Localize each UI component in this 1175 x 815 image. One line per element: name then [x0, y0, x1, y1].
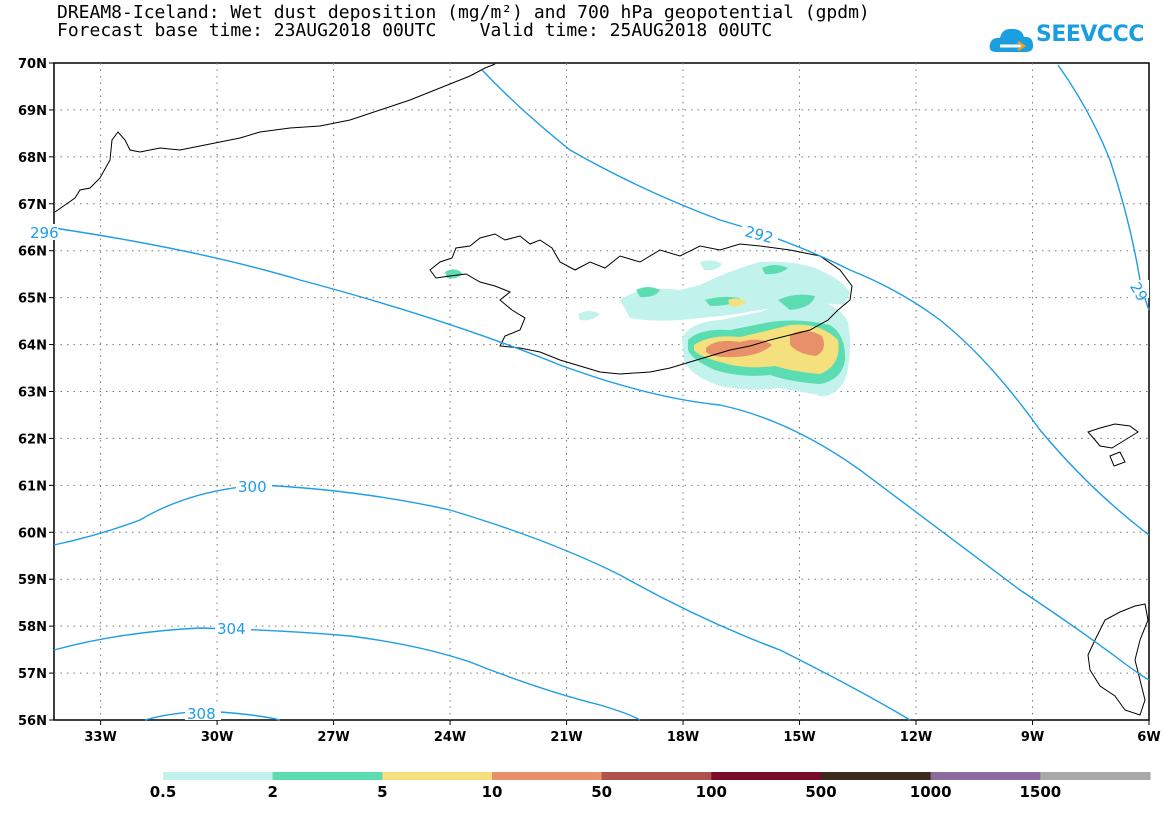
latitude-labels: 70N 69N 68N 67N 66N 65N 64N 63N 62N 61N 60N 59N 58N 5… [18, 57, 47, 729]
faroe-islands-coast [1109, 451, 1126, 467]
longitude-labels: 33W 30W 27W 24W 21W 18W 15W 12W 9W 6W [84, 730, 1160, 745]
legend-swatch [601, 772, 712, 780]
greenland-coast [54, 63, 496, 213]
lon-label: 18W [667, 730, 699, 745]
lat-label: 57N [18, 667, 47, 682]
legend-swatch [163, 772, 274, 780]
legend-swatch [821, 772, 932, 780]
lat-label: 62N [18, 432, 47, 447]
deposition-light-area [700, 260, 722, 271]
deposition-shading [445, 260, 850, 397]
lon-label: 6W [1137, 730, 1160, 745]
lat-label: 65N [18, 292, 47, 307]
lat-label: 61N [18, 479, 47, 494]
deposition-green-area [778, 294, 815, 310]
contour-29x [1057, 64, 1150, 311]
deposition-yellow-area [728, 298, 746, 307]
lat-label: 69N [18, 104, 47, 119]
legend-label: 100 [695, 783, 727, 801]
contour-labels: 296 292 29 300 304 308 [30, 222, 1151, 723]
deposition-green-area [445, 269, 463, 279]
legend-label: 10 [481, 783, 503, 801]
legend-label: 2 [267, 783, 278, 801]
lat-label: 67N [18, 198, 47, 213]
map-title-line2: Forecast base time: 23AUG2018 00UTC Vali… [57, 20, 773, 41]
lon-label: 15W [783, 730, 815, 745]
contour-label-304: 304 [217, 620, 246, 638]
deposition-green-area [636, 287, 660, 298]
lat-label: 59N [18, 573, 47, 588]
legend-swatch [492, 772, 603, 780]
cloud-icon [989, 28, 1034, 52]
logo-text: SEEVCCC [1036, 22, 1144, 47]
legend-label: 500 [805, 783, 837, 801]
map-title-line1: DREAM8-Iceland: Wet dust deposition (mg/… [57, 2, 870, 23]
legend-swatch [711, 772, 822, 780]
legend-swatch [272, 772, 383, 780]
contour-label-296: 296 [30, 224, 59, 242]
lon-label: 9W [1021, 730, 1044, 745]
faroe-islands-coast [1087, 423, 1139, 449]
legend-label: 0.5 [149, 783, 177, 801]
scotland-coast [1087, 603, 1149, 716]
lat-label: 66N [18, 245, 47, 260]
legend-label: 50 [591, 783, 613, 801]
legend-label: 5 [377, 783, 388, 801]
lat-label: 58N [18, 620, 47, 635]
lat-label: 60N [18, 526, 47, 541]
legend-colorbar [163, 772, 1151, 780]
lon-label: 24W [434, 730, 466, 745]
contour-296 [53, 227, 1150, 681]
contour-304 [53, 627, 641, 721]
lat-label: 64N [18, 339, 47, 354]
deposition-orange-area [790, 330, 824, 356]
axis-ticks [49, 62, 1150, 725]
lon-label: 30W [201, 730, 233, 745]
lon-label: 12W [900, 730, 932, 745]
lat-label: 63N [18, 386, 47, 401]
geopotential-contours [53, 64, 1150, 721]
legend-label: 1000 [909, 783, 952, 801]
legend-label: 1500 [1019, 783, 1062, 801]
contour-292 [481, 69, 1150, 536]
lat-label: 56N [18, 714, 47, 729]
lon-label: 33W [84, 730, 116, 745]
contour-300 [53, 484, 911, 721]
contour-label-300: 300 [238, 478, 267, 496]
deposition-light-area [620, 261, 850, 321]
iceland-coast [429, 233, 853, 375]
deposition-light-area [578, 311, 600, 321]
contour-label-308: 308 [187, 705, 216, 723]
lon-label: 27W [317, 730, 349, 745]
legend-swatch [382, 772, 493, 780]
legend-swatch [930, 772, 1041, 780]
deposition-green-area [762, 265, 788, 275]
lat-label: 68N [18, 151, 47, 166]
deposition-light-area [816, 385, 834, 397]
coastlines [54, 63, 1149, 716]
legend-swatch [1040, 772, 1151, 780]
lat-label: 70N [18, 57, 47, 72]
lon-label: 21W [550, 730, 582, 745]
